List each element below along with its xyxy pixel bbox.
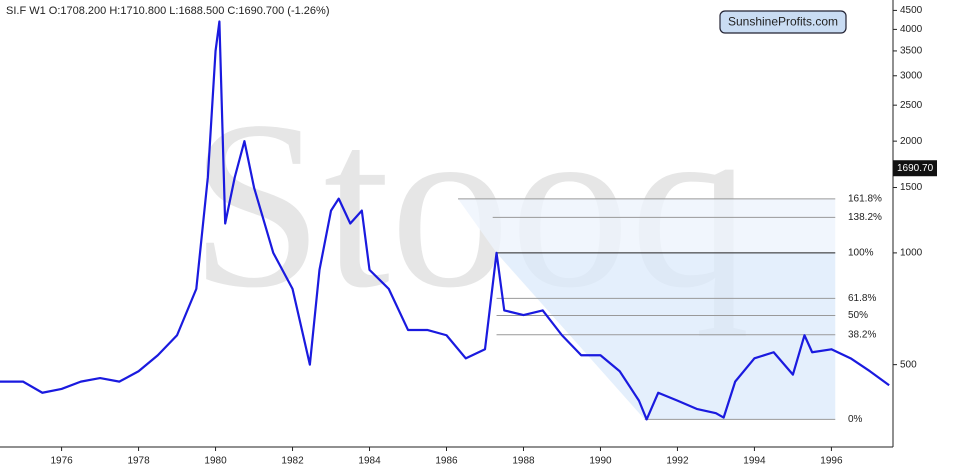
price-line bbox=[0, 20, 890, 421]
y-tick-label: 500 bbox=[900, 359, 917, 370]
fib-area-upper bbox=[458, 198, 836, 253]
y-tick-label: 2000 bbox=[900, 136, 923, 147]
x-tick-label: 1984 bbox=[358, 456, 381, 467]
x-tick-label: 1992 bbox=[666, 456, 689, 467]
x-tick-label: 1996 bbox=[820, 456, 843, 467]
chart-title: SI.F W1 O:1708.200 H:1710.800 L:1688.500… bbox=[6, 5, 330, 17]
badge-box bbox=[719, 10, 847, 34]
x-tick-label: 1978 bbox=[127, 456, 150, 467]
x-tick-label: 1988 bbox=[512, 456, 535, 467]
fib-label: 38.2% bbox=[848, 329, 876, 340]
y-tick-label: 2500 bbox=[900, 100, 923, 111]
x-tick-label: 1994 bbox=[743, 456, 766, 467]
fib-label: 61.8% bbox=[848, 293, 876, 304]
x-tick-label: 1990 bbox=[589, 456, 612, 467]
y-tick-label: 1000 bbox=[900, 248, 923, 259]
x-tick-label: 1980 bbox=[204, 456, 227, 467]
fib-label: 100% bbox=[848, 248, 874, 259]
x-tick-label: 1982 bbox=[281, 456, 304, 467]
fib-area bbox=[496, 252, 836, 420]
fib-label: 138.2% bbox=[848, 212, 882, 223]
x-tick-label: 1986 bbox=[435, 456, 458, 467]
y-tick-label: 1500 bbox=[900, 182, 923, 193]
last-price-box bbox=[893, 160, 937, 177]
fib-label: 161.8% bbox=[848, 194, 882, 205]
fib-label: 50% bbox=[848, 310, 868, 321]
y-tick-label: 4000 bbox=[900, 24, 923, 35]
badge: SunshineProfits.com bbox=[728, 15, 838, 29]
y-tick-label: 4500 bbox=[900, 5, 923, 16]
last-price-label: 1690.70 bbox=[897, 163, 934, 174]
fib-label: 0% bbox=[848, 414, 863, 425]
x-tick-label: 1976 bbox=[50, 456, 73, 467]
y-tick-label: 3000 bbox=[900, 70, 923, 81]
y-tick-label: 3500 bbox=[900, 46, 923, 57]
